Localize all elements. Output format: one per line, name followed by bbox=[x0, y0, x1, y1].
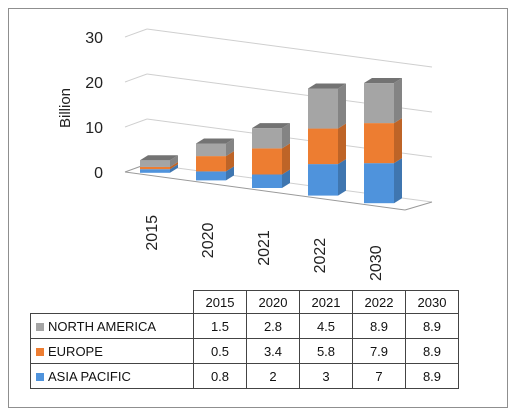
table-cell: 1.5 bbox=[193, 313, 247, 339]
table-column-header: 2022 bbox=[352, 290, 406, 314]
bar-segment bbox=[196, 143, 226, 157]
bar-segment bbox=[196, 171, 226, 181]
gridline bbox=[146, 28, 433, 68]
table-column-header: 2021 bbox=[299, 290, 353, 314]
bar-segment bbox=[140, 160, 170, 167]
bar-segment bbox=[252, 128, 282, 149]
bar-segment-side bbox=[338, 83, 346, 129]
bar-segment bbox=[364, 83, 394, 124]
gridline-side bbox=[124, 73, 148, 83]
bar-segment-side bbox=[394, 158, 402, 204]
bar-segment bbox=[308, 88, 338, 129]
bar-segment bbox=[308, 164, 338, 196]
data-table: 2015 2020 2021 2022 2030 NORTH AMERICA 1… bbox=[30, 290, 459, 389]
bar-segment bbox=[364, 123, 394, 164]
legend-row-label: NORTH AMERICA bbox=[30, 313, 194, 339]
bar-segment bbox=[252, 148, 282, 175]
bar-segment bbox=[140, 169, 170, 173]
table-row: ASIA PACIFIC 0.8 2 3 7 8.9 bbox=[30, 363, 459, 389]
legend-swatch bbox=[36, 322, 44, 331]
table-column-header: 2020 bbox=[246, 290, 300, 314]
legend-label: ASIA PACIFIC bbox=[48, 368, 131, 384]
bar-segment-side bbox=[394, 118, 402, 164]
legend-label: EUROPE bbox=[48, 343, 103, 359]
bar-top bbox=[140, 155, 178, 161]
gridline-side bbox=[124, 118, 148, 128]
bar-segment-side bbox=[282, 143, 290, 175]
table-cell: 3 bbox=[299, 363, 353, 389]
table-cell: 0.8 bbox=[193, 363, 247, 389]
table-cell: 8.9 bbox=[405, 338, 459, 364]
bar-segment-side bbox=[170, 164, 178, 173]
legend-swatch bbox=[36, 347, 44, 356]
floor-side-edge bbox=[404, 201, 433, 211]
table-corner bbox=[30, 290, 194, 314]
floor-front-edge bbox=[124, 171, 406, 211]
bar-segment-side bbox=[394, 78, 402, 124]
y-tick-label: 30 bbox=[85, 30, 103, 47]
bar-segment-side bbox=[170, 155, 178, 167]
bar-top bbox=[308, 83, 346, 89]
table-header-row: 2015 2020 2021 2022 2030 bbox=[30, 290, 459, 314]
gridline-side bbox=[124, 28, 148, 38]
x-tick-label: 2020 bbox=[200, 223, 217, 259]
table-column-header: 2015 bbox=[193, 290, 247, 314]
legend-label: NORTH AMERICA bbox=[48, 318, 157, 334]
bars bbox=[140, 78, 402, 204]
x-tick-label: 2030 bbox=[368, 245, 385, 281]
table-cell: 7.9 bbox=[352, 338, 406, 364]
table-cell: 3.4 bbox=[246, 338, 300, 364]
x-tick-label: 2021 bbox=[256, 230, 273, 266]
table-cell: 8.9 bbox=[405, 313, 459, 339]
bar-segment bbox=[252, 174, 282, 188]
bar-segment-side bbox=[338, 159, 346, 196]
table-cell: 0.5 bbox=[193, 338, 247, 364]
table-cell: 2 bbox=[246, 363, 300, 389]
bar-segment-side bbox=[226, 151, 234, 172]
table-cell: 8.9 bbox=[405, 363, 459, 389]
table-row: EUROPE 0.5 3.4 5.8 7.9 8.9 bbox=[30, 338, 459, 364]
y-axis-title: Billion bbox=[57, 88, 74, 128]
table-cell: 5.8 bbox=[299, 338, 353, 364]
bar-segment bbox=[196, 156, 226, 172]
bar-segment-side bbox=[170, 161, 178, 170]
table-cell: 7 bbox=[352, 363, 406, 389]
y-tick-label: 0 bbox=[94, 165, 103, 182]
table-cell: 2.8 bbox=[246, 313, 300, 339]
bar-segment-side bbox=[226, 166, 234, 181]
bar-segment bbox=[364, 163, 394, 204]
bar-top bbox=[196, 138, 234, 144]
legend-row-label: ASIA PACIFIC bbox=[30, 363, 194, 389]
bar-segment-side bbox=[226, 138, 234, 157]
legend-row-label: EUROPE bbox=[30, 338, 194, 364]
bar-segment-side bbox=[282, 123, 290, 149]
table-cell: 4.5 bbox=[299, 313, 353, 339]
x-tick-label: 2015 bbox=[144, 215, 161, 251]
bar-segment-side bbox=[282, 169, 290, 188]
table-row: NORTH AMERICA 1.5 2.8 4.5 8.9 8.9 bbox=[30, 313, 459, 339]
bar-top bbox=[252, 123, 290, 129]
table-cell: 8.9 bbox=[352, 313, 406, 339]
bar-segment-side bbox=[338, 123, 346, 165]
y-tick-label: 10 bbox=[85, 120, 103, 137]
y-tick-label: 20 bbox=[85, 75, 103, 92]
bar-segment bbox=[140, 166, 170, 170]
table-column-header: 2030 bbox=[405, 290, 459, 314]
bar-top bbox=[364, 78, 402, 84]
bar-segment bbox=[308, 128, 338, 165]
x-tick-label: 2022 bbox=[312, 238, 329, 274]
legend-swatch bbox=[36, 372, 44, 381]
